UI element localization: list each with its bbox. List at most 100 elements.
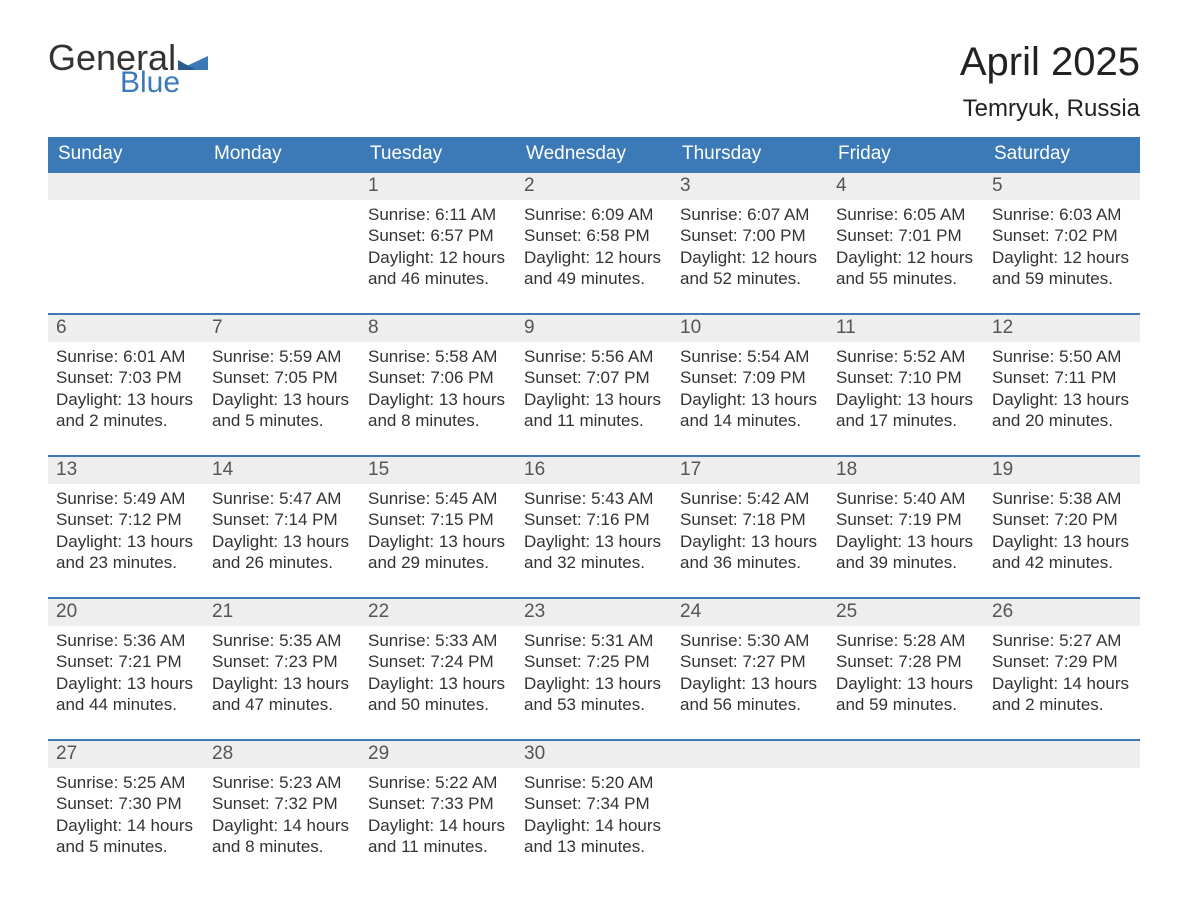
day-body: Sunrise: 5:28 AMSunset: 7:28 PMDaylight:… bbox=[828, 626, 984, 739]
day-number: 4 bbox=[828, 173, 984, 200]
sunset-text: Sunset: 7:23 PM bbox=[212, 651, 352, 672]
day-body: Sunrise: 5:35 AMSunset: 7:23 PMDaylight:… bbox=[204, 626, 360, 739]
day-body: Sunrise: 5:43 AMSunset: 7:16 PMDaylight:… bbox=[516, 484, 672, 597]
day-number: 2 bbox=[516, 173, 672, 200]
sunrise-text: Sunrise: 5:47 AM bbox=[212, 488, 352, 509]
sunrise-text: Sunrise: 5:35 AM bbox=[212, 630, 352, 651]
calendar-cell: 11Sunrise: 5:52 AMSunset: 7:10 PMDayligh… bbox=[828, 314, 984, 456]
calendar-cell: 3Sunrise: 6:07 AMSunset: 7:00 PMDaylight… bbox=[672, 172, 828, 314]
day-body: Sunrise: 5:22 AMSunset: 7:33 PMDaylight:… bbox=[360, 768, 516, 878]
day-number: 14 bbox=[204, 457, 360, 484]
sunset-text: Sunset: 7:05 PM bbox=[212, 367, 352, 388]
calendar-cell: 16Sunrise: 5:43 AMSunset: 7:16 PMDayligh… bbox=[516, 456, 672, 598]
sunset-text: Sunset: 7:01 PM bbox=[836, 225, 976, 246]
day-number: 23 bbox=[516, 599, 672, 626]
calendar-cell: 24Sunrise: 5:30 AMSunset: 7:27 PMDayligh… bbox=[672, 598, 828, 740]
daylight-text: Daylight: 13 hours and 14 minutes. bbox=[680, 389, 820, 432]
day-number: 8 bbox=[360, 315, 516, 342]
day-header-row: Sunday Monday Tuesday Wednesday Thursday… bbox=[48, 137, 1140, 172]
day-body: Sunrise: 5:45 AMSunset: 7:15 PMDaylight:… bbox=[360, 484, 516, 597]
sunrise-text: Sunrise: 5:56 AM bbox=[524, 346, 664, 367]
sunset-text: Sunset: 7:21 PM bbox=[56, 651, 196, 672]
location-label: Temryuk, Russia bbox=[960, 95, 1140, 123]
day-body: Sunrise: 5:52 AMSunset: 7:10 PMDaylight:… bbox=[828, 342, 984, 455]
daylight-text: Daylight: 14 hours and 8 minutes. bbox=[212, 815, 352, 858]
sunrise-text: Sunrise: 5:54 AM bbox=[680, 346, 820, 367]
sunset-text: Sunset: 7:16 PM bbox=[524, 509, 664, 530]
day-body: Sunrise: 6:07 AMSunset: 7:00 PMDaylight:… bbox=[672, 200, 828, 313]
day-body: Sunrise: 6:11 AMSunset: 6:57 PMDaylight:… bbox=[360, 200, 516, 313]
day-number bbox=[984, 741, 1140, 768]
day-number bbox=[48, 173, 204, 200]
day-number: 27 bbox=[48, 741, 204, 768]
sunrise-text: Sunrise: 5:42 AM bbox=[680, 488, 820, 509]
sunrise-text: Sunrise: 6:09 AM bbox=[524, 204, 664, 225]
day-number: 19 bbox=[984, 457, 1140, 484]
calendar-cell: 14Sunrise: 5:47 AMSunset: 7:14 PMDayligh… bbox=[204, 456, 360, 598]
day-body bbox=[672, 768, 828, 878]
daylight-text: Daylight: 13 hours and 32 minutes. bbox=[524, 531, 664, 574]
calendar-cell: 4Sunrise: 6:05 AMSunset: 7:01 PMDaylight… bbox=[828, 172, 984, 314]
sunrise-text: Sunrise: 5:38 AM bbox=[992, 488, 1132, 509]
sunset-text: Sunset: 7:18 PM bbox=[680, 509, 820, 530]
day-body: Sunrise: 5:42 AMSunset: 7:18 PMDaylight:… bbox=[672, 484, 828, 597]
day-number: 29 bbox=[360, 741, 516, 768]
daylight-text: Daylight: 13 hours and 2 minutes. bbox=[56, 389, 196, 432]
dayhdr-wednesday: Wednesday bbox=[516, 137, 672, 172]
dayhdr-saturday: Saturday bbox=[984, 137, 1140, 172]
sunset-text: Sunset: 7:29 PM bbox=[992, 651, 1132, 672]
day-number: 13 bbox=[48, 457, 204, 484]
calendar-cell: 30Sunrise: 5:20 AMSunset: 7:34 PMDayligh… bbox=[516, 740, 672, 878]
day-number: 6 bbox=[48, 315, 204, 342]
sunrise-text: Sunrise: 5:20 AM bbox=[524, 772, 664, 793]
day-number: 5 bbox=[984, 173, 1140, 200]
sunset-text: Sunset: 7:10 PM bbox=[836, 367, 976, 388]
sunrise-text: Sunrise: 5:50 AM bbox=[992, 346, 1132, 367]
daylight-text: Daylight: 12 hours and 46 minutes. bbox=[368, 247, 508, 290]
calendar-cell: 7Sunrise: 5:59 AMSunset: 7:05 PMDaylight… bbox=[204, 314, 360, 456]
day-number: 3 bbox=[672, 173, 828, 200]
sunrise-text: Sunrise: 5:31 AM bbox=[524, 630, 664, 651]
day-body: Sunrise: 5:47 AMSunset: 7:14 PMDaylight:… bbox=[204, 484, 360, 597]
day-number: 26 bbox=[984, 599, 1140, 626]
daylight-text: Daylight: 13 hours and 56 minutes. bbox=[680, 673, 820, 716]
day-body: Sunrise: 5:25 AMSunset: 7:30 PMDaylight:… bbox=[48, 768, 204, 878]
sunrise-text: Sunrise: 6:01 AM bbox=[56, 346, 196, 367]
day-body: Sunrise: 5:30 AMSunset: 7:27 PMDaylight:… bbox=[672, 626, 828, 739]
day-body: Sunrise: 6:03 AMSunset: 7:02 PMDaylight:… bbox=[984, 200, 1140, 313]
sunset-text: Sunset: 7:12 PM bbox=[56, 509, 196, 530]
calendar-cell: 20Sunrise: 5:36 AMSunset: 7:21 PMDayligh… bbox=[48, 598, 204, 740]
calendar-cell: 8Sunrise: 5:58 AMSunset: 7:06 PMDaylight… bbox=[360, 314, 516, 456]
sunset-text: Sunset: 7:33 PM bbox=[368, 793, 508, 814]
daylight-text: Daylight: 13 hours and 26 minutes. bbox=[212, 531, 352, 574]
sunset-text: Sunset: 7:34 PM bbox=[524, 793, 664, 814]
brand-logo: General Blue bbox=[48, 40, 208, 98]
day-number: 7 bbox=[204, 315, 360, 342]
sunrise-text: Sunrise: 5:27 AM bbox=[992, 630, 1132, 651]
dayhdr-sunday: Sunday bbox=[48, 137, 204, 172]
sunset-text: Sunset: 7:14 PM bbox=[212, 509, 352, 530]
calendar-cell: 10Sunrise: 5:54 AMSunset: 7:09 PMDayligh… bbox=[672, 314, 828, 456]
calendar-cell: 27Sunrise: 5:25 AMSunset: 7:30 PMDayligh… bbox=[48, 740, 204, 878]
calendar-week-row: 6Sunrise: 6:01 AMSunset: 7:03 PMDaylight… bbox=[48, 314, 1140, 456]
day-number: 10 bbox=[672, 315, 828, 342]
calendar-cell: 1Sunrise: 6:11 AMSunset: 6:57 PMDaylight… bbox=[360, 172, 516, 314]
day-body: Sunrise: 5:59 AMSunset: 7:05 PMDaylight:… bbox=[204, 342, 360, 455]
sunrise-text: Sunrise: 5:49 AM bbox=[56, 488, 196, 509]
sunset-text: Sunset: 7:30 PM bbox=[56, 793, 196, 814]
day-body bbox=[204, 200, 360, 310]
sunrise-text: Sunrise: 5:40 AM bbox=[836, 488, 976, 509]
dayhdr-monday: Monday bbox=[204, 137, 360, 172]
day-body: Sunrise: 5:56 AMSunset: 7:07 PMDaylight:… bbox=[516, 342, 672, 455]
day-number: 30 bbox=[516, 741, 672, 768]
daylight-text: Daylight: 13 hours and 42 minutes. bbox=[992, 531, 1132, 574]
day-body: Sunrise: 5:33 AMSunset: 7:24 PMDaylight:… bbox=[360, 626, 516, 739]
sunrise-text: Sunrise: 5:33 AM bbox=[368, 630, 508, 651]
calendar-cell: 5Sunrise: 6:03 AMSunset: 7:02 PMDaylight… bbox=[984, 172, 1140, 314]
day-number: 25 bbox=[828, 599, 984, 626]
sunrise-text: Sunrise: 5:30 AM bbox=[680, 630, 820, 651]
sunset-text: Sunset: 7:25 PM bbox=[524, 651, 664, 672]
dayhdr-thursday: Thursday bbox=[672, 137, 828, 172]
sunrise-text: Sunrise: 5:58 AM bbox=[368, 346, 508, 367]
day-body bbox=[984, 768, 1140, 878]
